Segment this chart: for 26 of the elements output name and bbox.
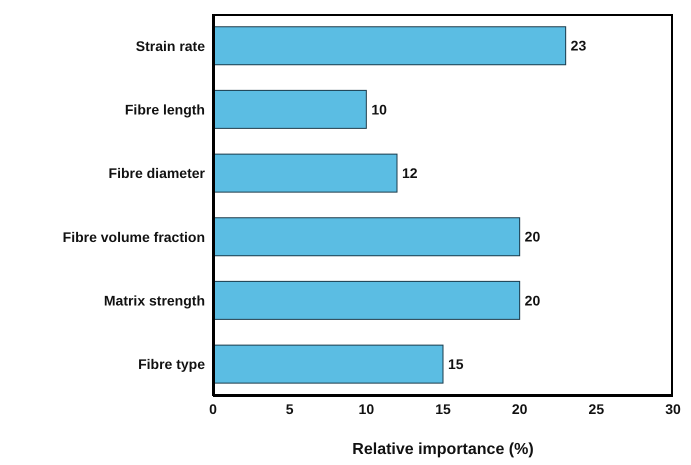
y-tick-label: Fibre length [124,101,205,118]
x-axis-title: Relative importance (%) [352,441,534,458]
data-label: 15 [448,356,464,372]
bar [213,217,520,256]
y-tick-label: Matrix strength [104,292,205,308]
data-label: 20 [524,228,540,245]
bar [213,90,367,129]
bar [213,344,444,384]
y-tick-label: Fibre volume fraction [62,228,205,245]
bar [213,154,398,193]
data-label: 12 [402,165,418,182]
y-tick-label: Fibre diameter [108,165,206,182]
data-label: 20 [524,292,540,308]
bar [213,280,520,320]
x-tick-label: 5 [286,400,294,417]
y-tick-label: Fibre type [138,356,206,372]
x-tick-label: 15 [435,400,451,417]
x-tick-label: 20 [512,400,528,417]
x-tick-label: 25 [588,400,604,417]
x-tick-label: 30 [665,400,681,417]
x-tick-label: 10 [358,400,374,417]
data-label: 10 [371,101,388,118]
y-tick-label: Strain rate [136,38,206,54]
bar [213,26,566,66]
data-label: 23 [570,38,586,54]
x-tick-label: 0 [209,400,218,417]
